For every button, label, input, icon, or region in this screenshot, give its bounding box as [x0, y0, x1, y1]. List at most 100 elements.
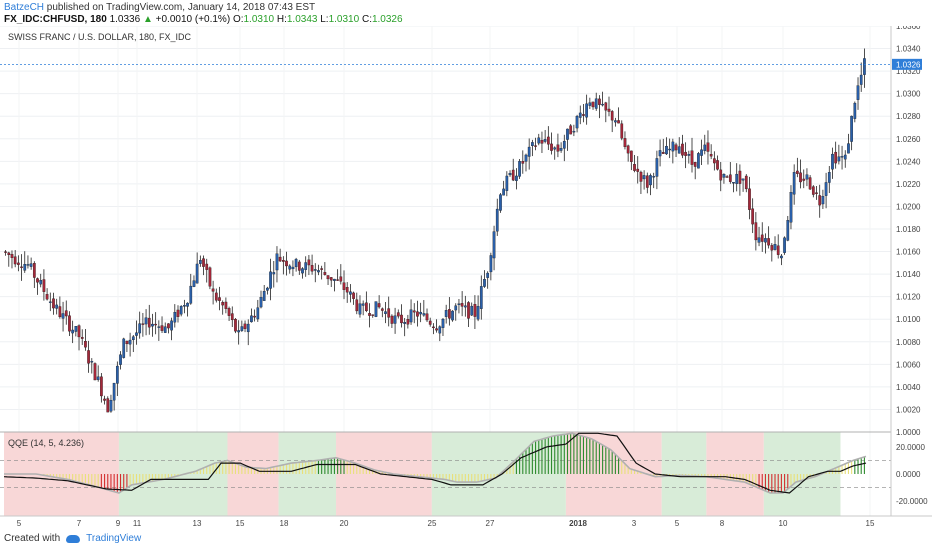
candle-body	[863, 58, 866, 75]
candle-body	[527, 146, 531, 157]
candle-body	[531, 142, 534, 147]
time-tick-label: 15	[866, 519, 875, 528]
candle-body	[847, 143, 850, 154]
price-tick-label: 1.0260	[896, 135, 921, 144]
candle-body	[840, 156, 844, 158]
candle-body	[735, 173, 739, 184]
indicator-zone	[431, 432, 566, 516]
candle-body	[151, 323, 154, 327]
candle-body	[374, 301, 378, 317]
candle-body	[285, 260, 288, 267]
candle-body	[483, 279, 486, 287]
candle-body	[805, 174, 809, 180]
candle-body	[799, 172, 802, 183]
price-tick-label: 1.0080	[896, 338, 921, 347]
indicator-zone	[661, 432, 707, 516]
candle-body	[719, 169, 723, 181]
time-tick-label: 20	[340, 519, 349, 528]
candle-body	[119, 354, 122, 365]
candle-body	[499, 194, 502, 211]
candles	[4, 48, 866, 413]
candle-body	[815, 192, 818, 194]
candle-body	[850, 115, 853, 142]
candle-body	[71, 329, 74, 334]
candle-body	[802, 178, 806, 181]
high-label: H:	[276, 14, 287, 25]
candle-body	[326, 275, 330, 280]
price-tick-label: 1.0280	[896, 112, 921, 121]
candle-body	[489, 255, 493, 273]
candle-body	[307, 259, 311, 266]
price-axis[interactable]: 1.0360 1.0340 1.0320 1.0300 1.0280 1.0260 1.02…	[896, 26, 921, 437]
publish-text: published on TradingView.com, January 14…	[46, 2, 316, 13]
candle-body	[495, 208, 499, 232]
candle-body	[693, 162, 697, 167]
indicator-tick-label: -20.0000	[896, 497, 928, 506]
candle-body	[556, 144, 560, 152]
candle-body	[269, 271, 272, 289]
candle-body	[320, 268, 324, 270]
indicator-axis[interactable]: 20.0000 0.0000 -20.0000	[896, 443, 928, 506]
candle-body	[52, 298, 55, 309]
candle-body	[738, 170, 742, 184]
candle-body	[432, 326, 435, 329]
candle-body	[783, 237, 786, 253]
time-tick-label: 10	[779, 519, 788, 528]
close-label: C:	[361, 14, 372, 25]
candle-body	[598, 98, 601, 105]
candle-body	[189, 285, 193, 304]
candle-body	[205, 263, 209, 270]
tradingview-brand[interactable]: TradingView	[86, 533, 142, 544]
candle-body	[665, 145, 668, 155]
author-link[interactable]: BatzeCH	[4, 2, 45, 13]
candle-body	[183, 305, 186, 307]
candle-body	[687, 153, 691, 156]
candle-body	[566, 128, 569, 140]
candle-body	[167, 323, 170, 329]
candle-body	[827, 172, 831, 183]
candle-body	[256, 307, 260, 320]
candle-body	[684, 151, 687, 156]
candle-body	[703, 144, 707, 151]
candle-body	[310, 265, 314, 272]
candle-body	[211, 288, 215, 292]
candle-body	[409, 309, 413, 323]
candle-body	[112, 382, 116, 401]
candle-body	[463, 305, 467, 308]
candle-body	[90, 361, 94, 363]
candle-body	[17, 262, 20, 265]
price-tick-label: 1.0240	[896, 157, 921, 166]
candle-body	[32, 263, 36, 278]
time-tick-label: 15	[236, 519, 245, 528]
chart-area[interactable]: 1.0360 1.0340 1.0320 1.0300 1.0280 1.0260 1.02…	[0, 26, 932, 528]
candle-body	[214, 292, 218, 301]
candle-body	[786, 220, 790, 241]
candle-body	[393, 315, 397, 324]
candle-body	[811, 186, 815, 195]
candle-body	[141, 323, 145, 325]
candle-body	[412, 310, 416, 313]
candle-body	[677, 146, 681, 154]
indicator-fast-line	[4, 432, 867, 494]
candle-body	[601, 103, 604, 106]
candle-body	[115, 365, 119, 384]
time-axis[interactable]: 5 7 9 11 13 15 18 20 25 27 2018 3 5 8 10 15	[17, 519, 875, 528]
candle-body	[550, 143, 553, 151]
candle-body	[396, 312, 400, 317]
candle-body	[224, 301, 228, 309]
candle-body	[234, 318, 237, 332]
candle-body	[384, 311, 387, 314]
candle-body	[633, 164, 636, 171]
candle-body	[760, 234, 764, 242]
candle-body	[170, 320, 173, 331]
candle-body	[58, 306, 62, 318]
candle-body	[202, 258, 205, 267]
candle-body	[387, 308, 391, 318]
candle-body	[23, 264, 27, 271]
candle-body	[655, 158, 659, 177]
candle-body	[623, 138, 627, 147]
candle-body	[406, 319, 410, 325]
indicator-grid	[0, 460, 891, 488]
low-label: L:	[320, 14, 329, 25]
candle-body	[834, 151, 838, 164]
